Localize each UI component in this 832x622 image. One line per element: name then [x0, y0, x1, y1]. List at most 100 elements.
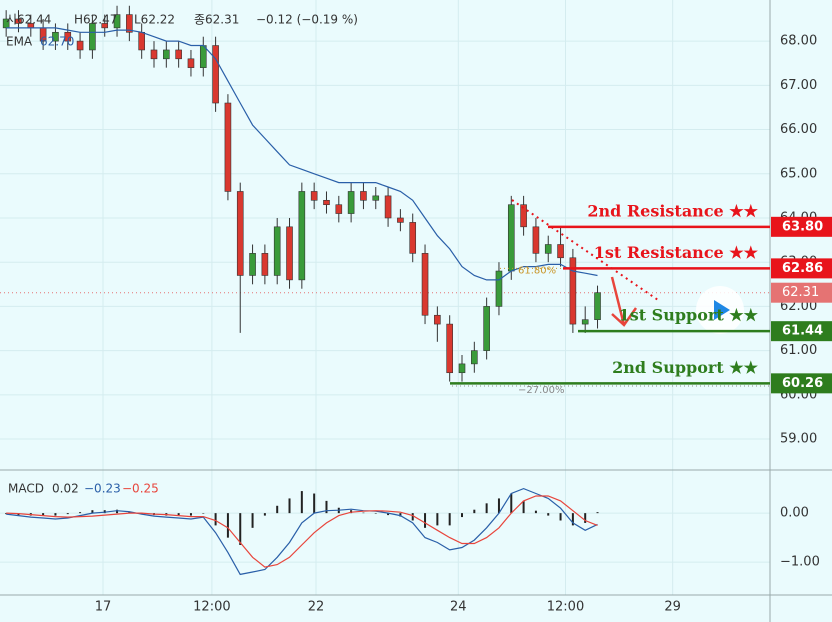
- arrow: [610, 276, 638, 327]
- macd-histogram-bar: [485, 503, 488, 514]
- macd-histogram-bar: [461, 513, 463, 518]
- macd-histogram-bar: [374, 513, 377, 514]
- price-tag-label: 61.44: [782, 324, 823, 339]
- price-tag-label: 63.80: [782, 219, 823, 234]
- header-high: H62.47: [74, 13, 117, 27]
- candle-body: [64, 31, 72, 42]
- macd-histogram-bar: [189, 513, 192, 516]
- macd-histogram-bar: [251, 513, 254, 528]
- candle-body: [89, 23, 96, 51]
- header: 시62.44 H62.47 L62.22 종62.31 −0.12 (−0.19…: [6, 13, 358, 496]
- macd-histogram-bar: [387, 513, 390, 516]
- candle-body: [557, 244, 564, 259]
- macd-histogram-bar: [325, 500, 328, 514]
- y-tick-label: 68.00: [780, 34, 817, 49]
- macd-line-value: −0.23: [84, 482, 121, 496]
- candle-body: [310, 191, 318, 201]
- candle-body: [347, 191, 355, 214]
- macd-label: MACD: [8, 482, 44, 496]
- candle-body: [175, 49, 182, 60]
- ema-line: [6, 27, 598, 281]
- header-low: L62.22: [134, 13, 175, 27]
- price-tag: [771, 216, 832, 237]
- y-tick-label: 66.00: [780, 122, 817, 137]
- macd-histogram-bar: [424, 513, 427, 528]
- candle-body: [199, 45, 207, 68]
- candle-body: [212, 45, 219, 104]
- x-tick-label: 17: [95, 600, 112, 615]
- ema-label: EMA: [6, 35, 33, 49]
- x-tick-label: 22: [308, 600, 325, 615]
- candle-body: [483, 306, 490, 351]
- candle-body: [446, 323, 453, 374]
- candle-body: [507, 204, 515, 272]
- candle-body: [101, 23, 109, 29]
- x-tick-label: 29: [664, 600, 681, 615]
- candle-body: [249, 253, 256, 276]
- macd-histogram-bar: [584, 513, 587, 523]
- candle-body: [286, 226, 293, 281]
- macd-histogram-bar: [547, 513, 550, 516]
- macd-histogram-bar: [42, 513, 45, 516]
- candle-body: [236, 191, 244, 276]
- y-tick-label: 61.00: [780, 343, 817, 358]
- price-tag: [771, 373, 832, 394]
- candle-body: [113, 14, 121, 29]
- play-button[interactable]: [696, 286, 744, 334]
- candle-body: [458, 363, 466, 374]
- macd-histogram-bar: [276, 505, 279, 514]
- macd-histogram-bar: [559, 513, 562, 521]
- signal-line: [6, 495, 598, 568]
- candle-body: [2, 18, 10, 29]
- fib-label: 61.80%: [518, 265, 556, 276]
- y-tick-label: 65.00: [780, 166, 817, 181]
- macd-histogram-bar: [473, 509, 476, 514]
- macd-histogram-bar: [116, 509, 119, 514]
- candle-body: [594, 292, 601, 320]
- level-label: 1st Resistance ★★: [594, 243, 759, 262]
- candle-body: [52, 31, 59, 42]
- macd-line: [6, 487, 598, 576]
- macd-tick-label: 0.00: [780, 506, 809, 521]
- candle-body: [163, 49, 170, 60]
- candle-body: [471, 350, 478, 365]
- macd-histogram-bar: [288, 498, 291, 514]
- macd-value: 0.02: [52, 482, 79, 496]
- y-tick-label: 67.00: [780, 78, 817, 93]
- macd-histogram-bar: [571, 513, 574, 526]
- price-tag: [771, 321, 832, 342]
- macd-histogram-bar: [263, 513, 266, 516]
- macd-tick-label: −1.00: [780, 555, 820, 570]
- last-price-label: 62.31: [782, 285, 819, 300]
- level-label: 2nd Resistance ★★: [587, 201, 758, 220]
- candle-body: [495, 270, 503, 307]
- candle-body: [261, 253, 269, 276]
- macd-histogram-bar: [214, 513, 217, 526]
- level-label: 1st Support ★★: [619, 306, 759, 325]
- macd-histogram-bar: [313, 493, 316, 514]
- candle-body: [520, 204, 527, 228]
- header-open: 시62.44: [6, 13, 51, 27]
- macd-histogram-bar: [522, 500, 525, 514]
- candle-body: [372, 195, 380, 201]
- candle-body: [298, 191, 306, 281]
- macd-histogram-bar: [202, 513, 205, 514]
- signal-value: −0.25: [122, 482, 159, 496]
- macd-histogram-bar: [510, 493, 513, 514]
- price-tag: [771, 258, 832, 279]
- candle-body: [544, 244, 552, 254]
- candle-body: [421, 253, 429, 316]
- macd-histogram-bar: [66, 513, 69, 515]
- macd-histogram-bar: [128, 511, 131, 514]
- candle-body: [323, 199, 330, 206]
- level-label: 2nd Support ★★: [612, 358, 758, 377]
- candle-body: [581, 319, 589, 325]
- ema-value: 62.70: [40, 35, 74, 49]
- macd-histogram-bar: [91, 510, 94, 514]
- candle-body: [397, 217, 404, 223]
- y-tick-label: 59.00: [780, 432, 817, 447]
- candle-body: [434, 314, 441, 325]
- macd-histogram-bar: [362, 512, 365, 514]
